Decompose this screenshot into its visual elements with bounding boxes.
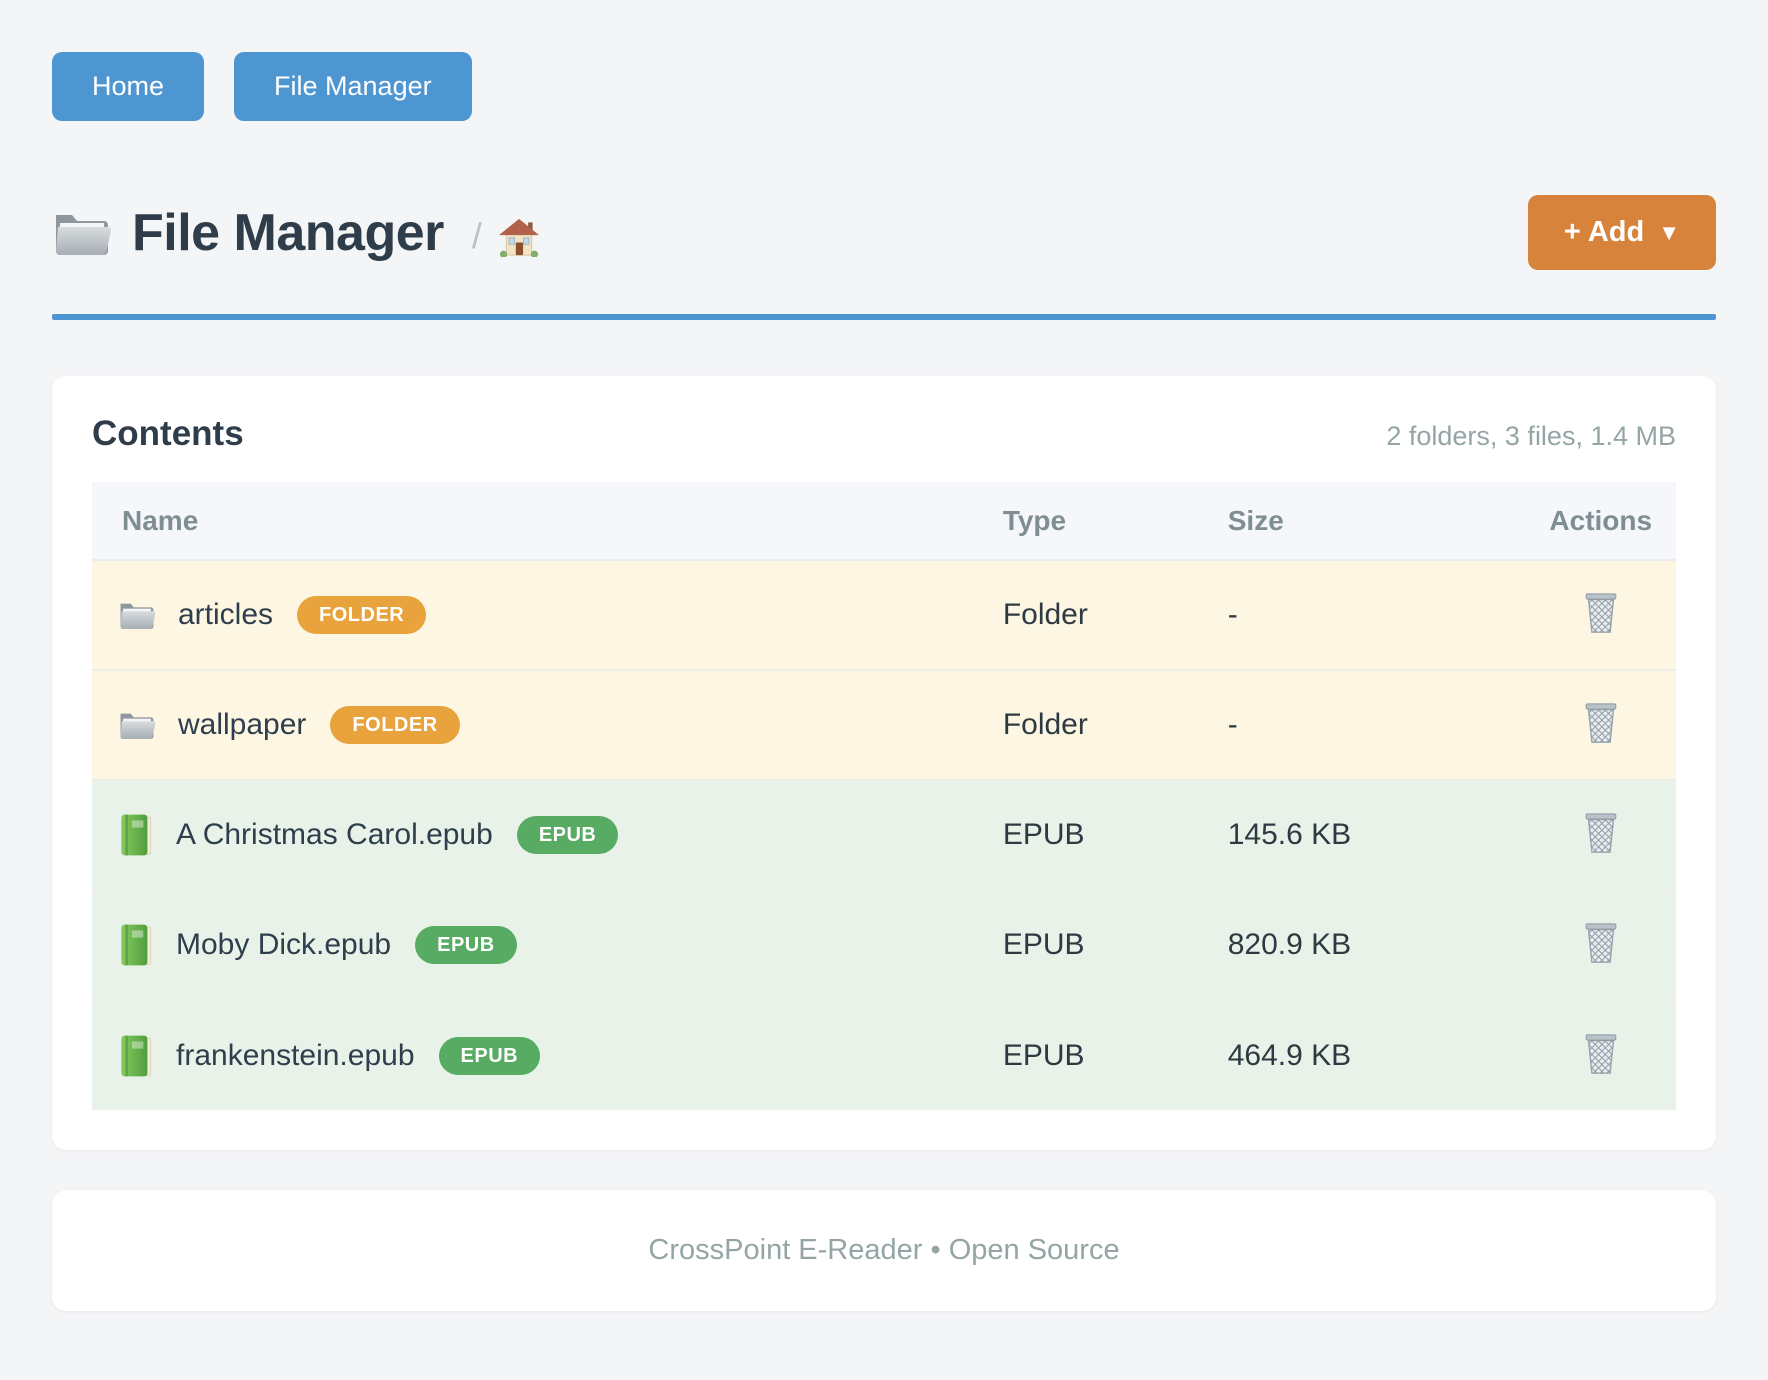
- file-name: Moby Dick.epub: [176, 928, 392, 961]
- table-body: articles FOLDER Folder - wallpaper FOLDE…: [92, 560, 1676, 1110]
- table-header-row: Name Type Size Actions: [92, 482, 1676, 561]
- type-badge: EPUB: [516, 816, 619, 854]
- column-header-type: Type: [1002, 482, 1228, 561]
- file-name: frankenstein.epub: [176, 1038, 415, 1072]
- page-title: File Manager: [132, 203, 444, 262]
- file-size: -: [1227, 560, 1526, 670]
- add-button[interactable]: + Add ▼: [1527, 195, 1716, 270]
- table-row[interactable]: articles FOLDER Folder -: [92, 560, 1676, 670]
- contents-card: Contents 2 folders, 3 files, 1.4 MB Name…: [52, 376, 1716, 1150]
- trash-icon[interactable]: [1577, 806, 1625, 860]
- column-header-actions: Actions: [1525, 482, 1676, 561]
- trash-icon[interactable]: [1577, 696, 1625, 750]
- file-manager-button[interactable]: File Manager: [234, 52, 472, 121]
- trash-icon[interactable]: [1577, 1027, 1625, 1081]
- top-nav: Home File Manager: [52, 52, 1716, 121]
- table-row[interactable]: wallpaper FOLDER Folder -: [92, 669, 1676, 780]
- page: Home File Manager File Manager /: [52, 52, 1716, 1311]
- footer: CrossPoint E-Reader • Open Source: [52, 1190, 1716, 1311]
- book-icon: [118, 813, 154, 857]
- book-icon: [118, 923, 154, 967]
- footer-text: CrossPoint E-Reader • Open Source: [648, 1234, 1120, 1266]
- file-size: -: [1227, 669, 1526, 780]
- folder-icon: [52, 206, 112, 260]
- file-type: Folder: [1002, 560, 1228, 670]
- contents-summary: 2 folders, 3 files, 1.4 MB: [1386, 421, 1676, 451]
- title-divider: [52, 314, 1716, 320]
- home-button[interactable]: Home: [52, 52, 205, 121]
- file-type: EPUB: [1002, 999, 1228, 1110]
- file-name: wallpaper: [178, 708, 307, 741]
- table-row[interactable]: A Christmas Carol.epub EPUB EPUB 145.6 K…: [92, 779, 1676, 890]
- file-size: 464.9 KB: [1227, 999, 1526, 1110]
- type-badge: FOLDER: [330, 706, 460, 744]
- type-badge: FOLDER: [297, 596, 427, 634]
- file-name: articles: [178, 598, 274, 631]
- house-icon[interactable]: [498, 217, 540, 258]
- file-size: 145.6 KB: [1227, 779, 1526, 890]
- page-header: File Manager / + Add ▼: [52, 195, 1716, 270]
- folder-icon: [118, 598, 156, 632]
- file-table: Name Type Size Actions articles FOLDER F…: [92, 482, 1676, 1110]
- file-size: 820.9 KB: [1227, 889, 1526, 1000]
- table-row[interactable]: frankenstein.epub EPUB EPUB 464.9 KB: [92, 999, 1676, 1110]
- trash-icon[interactable]: [1577, 586, 1625, 640]
- file-type: EPUB: [1002, 889, 1228, 1000]
- table-row[interactable]: Moby Dick.epub EPUB EPUB 820.9 KB: [92, 889, 1676, 1000]
- file-type: Folder: [1002, 669, 1228, 780]
- add-button-label: + Add: [1563, 216, 1645, 248]
- trash-icon[interactable]: [1577, 916, 1625, 970]
- file-type: EPUB: [1002, 779, 1228, 890]
- book-icon: [118, 1034, 154, 1078]
- type-badge: EPUB: [415, 926, 517, 964]
- folder-icon: [118, 708, 156, 742]
- column-header-size: Size: [1227, 482, 1526, 561]
- breadcrumb-separator: /: [471, 214, 482, 256]
- column-header-name: Name: [92, 482, 1003, 561]
- contents-title: Contents: [92, 414, 244, 453]
- chevron-down-icon: ▼: [1658, 219, 1680, 245]
- type-badge: EPUB: [438, 1036, 541, 1075]
- file-name: A Christmas Carol.epub: [176, 818, 493, 851]
